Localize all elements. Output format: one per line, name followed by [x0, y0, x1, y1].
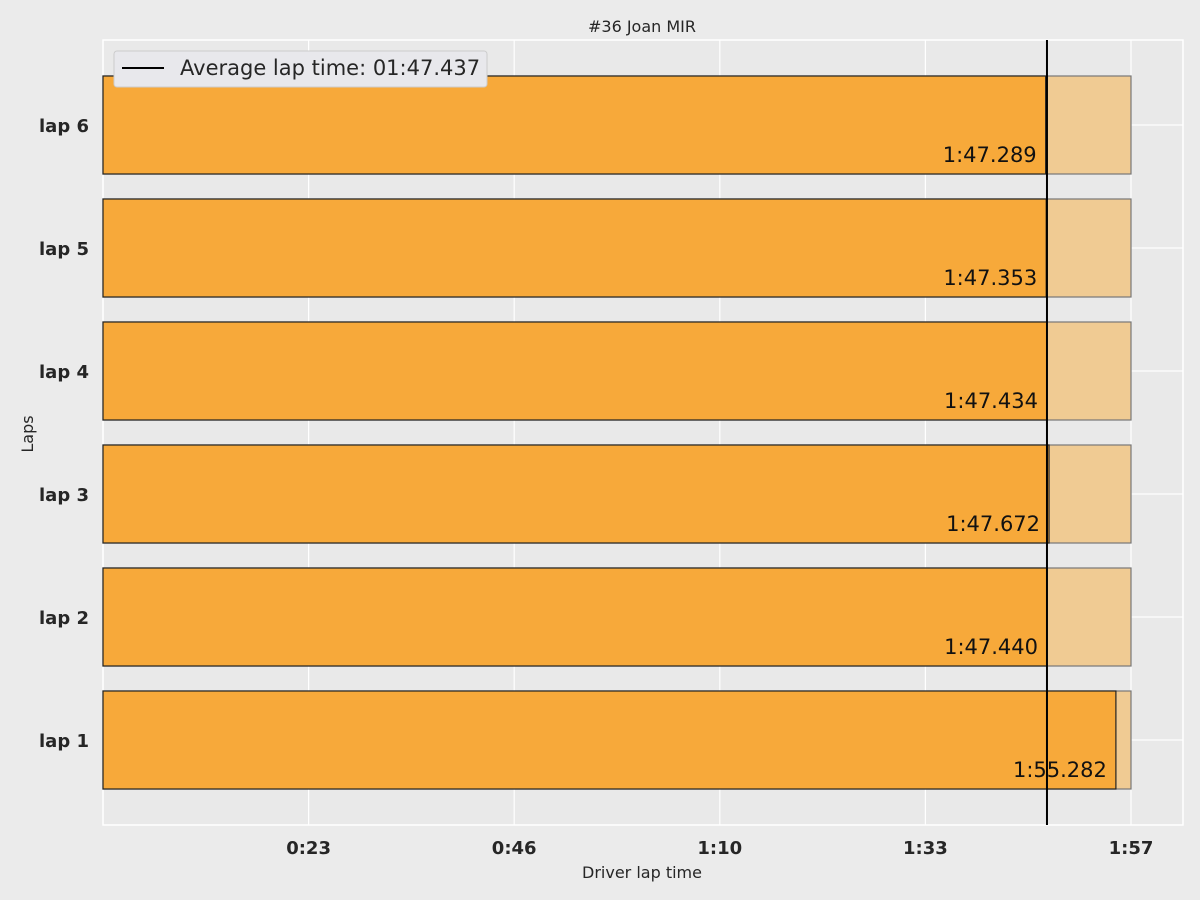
lap-bar: [102, 444, 1050, 544]
x-tick-label: 0:46: [492, 838, 537, 859]
lap-bar: [102, 75, 1047, 175]
plot-frame: [102, 39, 1184, 826]
lap-bar: [102, 690, 1117, 790]
x-tick-label: 1:10: [697, 838, 742, 859]
x-tick-label: 1:57: [1109, 838, 1154, 859]
legend-label: Average lap time: 01:47.437: [180, 56, 480, 80]
y-axis-label: Laps: [18, 415, 37, 452]
x-tick-label: 1:33: [903, 838, 948, 859]
chart-title: #36 Joan MIR: [588, 17, 696, 36]
bar-value-label: 1:47.289: [943, 143, 1037, 167]
lap-bar: [102, 567, 1048, 667]
bar-value-label: 1:47.353: [943, 266, 1037, 290]
y-tick-label: lap 3: [39, 485, 89, 506]
bar-value-label: 1:47.440: [944, 635, 1038, 659]
y-tick-label: lap 1: [39, 731, 89, 752]
y-tick-label: lap 6: [39, 116, 89, 137]
y-tick-label: lap 4: [39, 362, 89, 383]
lap-bar: [102, 198, 1047, 298]
x-tick-labels: 0:23 0:46 1:10 1:33 1:57: [286, 838, 1153, 859]
x-tick-label: 0:23: [286, 838, 331, 859]
y-tick-label: lap 2: [39, 608, 89, 629]
bar-value-label: 1:47.434: [944, 389, 1038, 413]
lap-bar: [102, 321, 1048, 421]
bar-value-label: 1:55.282: [1013, 758, 1107, 782]
x-axis-label: Driver lap time: [582, 863, 702, 882]
y-tick-labels: lap 1 lap 2 lap 3 lap 4 lap 5 lap 6: [39, 116, 89, 752]
legend: Average lap time: 01:47.437: [113, 50, 488, 88]
bar-value-label: 1:47.672: [946, 512, 1040, 536]
legend-box: [113, 50, 488, 88]
bar-value-labels: 1:55.282 1:47.440 1:47.672 1:47.434 1:47.353…: [943, 143, 1107, 782]
y-tick-label: lap 5: [39, 239, 89, 260]
lap-bars: [102, 75, 1117, 790]
